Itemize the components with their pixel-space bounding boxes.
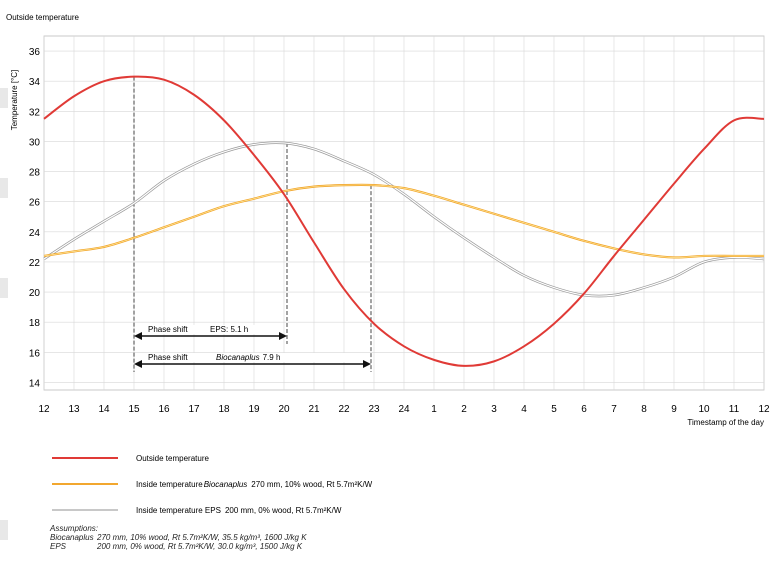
legend-label-biocanaplus: Inside temperatureBiocanaplus 270 mm, 10%… xyxy=(136,480,373,489)
series-lines xyxy=(43,75,765,367)
assumption-text: 270 mm, 10% wood, Rt 5.7m²K/W, 35.5 kg/m… xyxy=(97,533,307,542)
x-tick-label: 5 xyxy=(551,404,557,415)
assumption-row-biocanaplus: Biocanaplus 270 mm, 10% wood, Rt 5.7m²K/W… xyxy=(50,533,307,542)
x-tick-label: 1 xyxy=(431,404,437,415)
x-tick-label: 13 xyxy=(68,404,80,415)
assumption-key: EPS xyxy=(50,542,67,551)
x-tick-label: 20 xyxy=(278,404,290,415)
left-edge-strip xyxy=(0,278,8,298)
y-axis-label: Temperature [°C] xyxy=(10,70,19,131)
annotation-label-bg xyxy=(146,353,357,362)
x-tick-label: 8 xyxy=(641,404,647,415)
phase-shift-label: Phase shift xyxy=(148,353,188,362)
x-tick-labels: 12 13 14 15 16 17 18 19 20 21 22 23 24 1 2 3 4 5 6 7 8 9 10 11 1… xyxy=(38,404,770,415)
phase-reference-lines xyxy=(133,76,372,372)
arrow-head-right xyxy=(363,360,371,368)
x-tick-label: 24 xyxy=(398,404,410,415)
x-axis-label: Timestamp of the day xyxy=(687,418,764,427)
x-tick-label: 2 xyxy=(461,404,467,415)
x-tick-label: 6 xyxy=(581,404,587,415)
y-tick-label: 24 xyxy=(29,228,41,239)
x-tick-label: 15 xyxy=(128,404,140,415)
y-tick-label: 14 xyxy=(29,378,41,389)
phase-shift-value-text: 7.9 h xyxy=(263,353,281,362)
y-tick-label: 20 xyxy=(29,288,41,299)
left-edge-strip xyxy=(0,178,8,198)
assumption-key: Biocanaplus xyxy=(50,533,94,542)
left-edge-strip xyxy=(0,520,8,540)
x-tick-label: 12 xyxy=(758,404,770,415)
y-tick-label: 30 xyxy=(29,137,41,148)
series-line-outside xyxy=(43,75,765,367)
x-tick-label: 14 xyxy=(98,404,110,415)
legend-label-outside: Outside temperature xyxy=(136,454,209,463)
y-tick-label: 34 xyxy=(29,77,41,88)
x-tick-label: 11 xyxy=(729,404,740,415)
series-line-biocanaplus-highlight xyxy=(43,184,764,258)
y-tick-label: 36 xyxy=(29,47,41,58)
y-tick-label: 22 xyxy=(29,258,41,269)
x-tick-label: 12 xyxy=(38,404,50,415)
y-tick-label: 16 xyxy=(29,348,41,359)
x-tick-label: 9 xyxy=(671,404,677,415)
x-tick-label: 17 xyxy=(188,404,200,415)
chart-title: Outside temperature xyxy=(6,13,79,22)
assumption-text: 200 mm, 0% wood, Rt 5.7m²K/W, 30.0 kg/m³… xyxy=(97,542,303,551)
grid xyxy=(43,35,765,391)
x-tick-label: 7 xyxy=(611,404,617,415)
x-tick-label: 18 xyxy=(218,404,230,415)
phase-shift-label: Phase shift xyxy=(148,325,188,334)
x-tick-label: 23 xyxy=(368,404,380,415)
y-tick-label: 26 xyxy=(29,198,41,209)
phase-shift-annotations: Phase shift EPS: 5.1 h Phase shift Biocanap… xyxy=(134,325,371,368)
y-tick-label: 32 xyxy=(29,107,41,118)
x-tick-label: 22 xyxy=(338,404,350,415)
x-tick-label: 16 xyxy=(158,404,170,415)
series-line-eps xyxy=(43,142,765,297)
assumptions: Assumptions: Biocanaplus 270 mm, 10% wood… xyxy=(50,524,307,551)
assumptions-title: Assumptions: xyxy=(50,524,99,533)
legend-label-eps: Inside temperature EPS 200 mm, 0% wood, R… xyxy=(136,506,342,515)
y-tick-label: 18 xyxy=(29,318,41,329)
y-tick-labels: 14 16 18 20 22 24 26 28 30 32 34 36 xyxy=(29,47,41,389)
arrow-head-right xyxy=(279,332,287,340)
legend: Outside temperature Inside temperatureBi… xyxy=(52,454,373,515)
annotation-label-bg xyxy=(146,325,273,334)
arrow-head-left xyxy=(134,360,142,368)
phase-shift-value: Biocanaplus 7.9 h xyxy=(216,353,280,362)
phase-shift-value-italic: Biocanaplus xyxy=(216,353,260,362)
x-tick-label: 19 xyxy=(248,404,260,415)
x-tick-label: 4 xyxy=(521,404,527,415)
y-tick-label: 28 xyxy=(29,168,41,179)
x-tick-label: 10 xyxy=(698,404,710,415)
assumption-row-eps: EPS 200 mm, 0% wood, Rt 5.7m²K/W, 30.0 kg… xyxy=(50,542,307,551)
left-edge-strip xyxy=(0,88,8,108)
x-tick-label: 3 xyxy=(491,404,497,415)
arrow-head-left xyxy=(134,332,142,340)
phase-shift-value: EPS: 5.1 h xyxy=(210,325,248,334)
x-tick-label: 21 xyxy=(308,404,320,415)
